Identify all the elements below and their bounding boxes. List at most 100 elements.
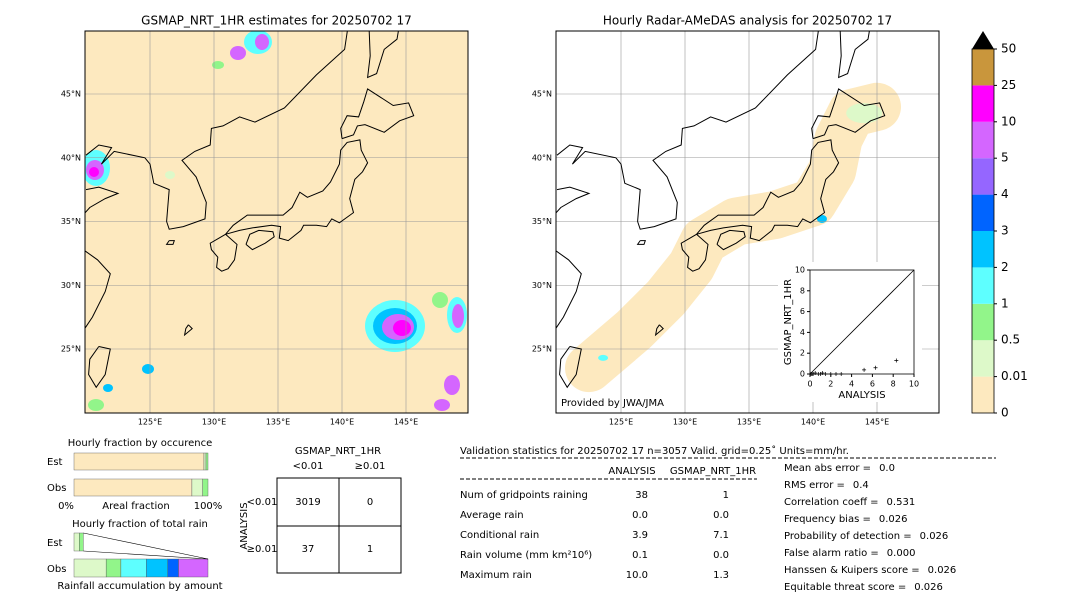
fraction-segment	[146, 558, 169, 578]
lat-label: 30°N	[532, 281, 552, 290]
y-tick-label: 10	[795, 266, 805, 275]
lon-label: 130°E	[202, 418, 226, 427]
row-label: Num of gridpoints raining	[460, 490, 588, 501]
rain-area	[88, 399, 104, 411]
rain-area	[89, 167, 99, 177]
column-header: <0.01	[293, 461, 324, 472]
colorbar-label: 0.01	[1001, 369, 1028, 383]
colorbar-label: 0.5	[1001, 333, 1020, 347]
fraction-segment	[203, 452, 207, 471]
fraction-segment	[205, 452, 209, 471]
rain-area	[598, 354, 609, 361]
fraction-segment	[191, 478, 203, 497]
coastline	[340, 88, 415, 140]
y-tick-label: 0	[800, 370, 805, 379]
gsmap-value: 0.0	[713, 510, 729, 521]
table-cell: 1	[367, 544, 373, 555]
rain-area	[816, 214, 827, 223]
fraction-segment	[73, 558, 107, 578]
stats-title: Validation statistics for 20250702 17 n=…	[460, 445, 849, 457]
y-tick-label: 4	[800, 328, 805, 337]
coastline	[85, 186, 120, 214]
map-content	[85, 31, 468, 413]
coastline	[209, 233, 238, 272]
fan-line	[83, 550, 209, 560]
lon-label: 125°E	[138, 418, 162, 427]
colorbar-segment	[972, 340, 994, 377]
x-tick-label: 2	[828, 380, 833, 389]
x-tick-label: 10	[909, 380, 919, 389]
lat-label: 35°N	[532, 217, 552, 226]
score-value: 0.531	[887, 497, 916, 508]
y-axis-label: GSMAP_NRT_1HR	[783, 279, 794, 365]
coastline	[165, 240, 175, 245]
lat-label: 45°N	[61, 90, 81, 99]
fraction-segment	[79, 532, 84, 552]
analysis-value: 38	[635, 490, 648, 501]
axis-right: 100%	[194, 501, 223, 512]
coastline	[556, 250, 582, 330]
score-label: Mean abs error =	[784, 463, 871, 474]
scatter-point	[894, 358, 899, 363]
coastline	[85, 250, 111, 330]
scatter-point	[862, 367, 867, 372]
row-label: Average rain	[460, 510, 524, 521]
map-background	[85, 31, 468, 413]
colorbar-label: 25	[1001, 78, 1016, 92]
lon-label: 140°E	[801, 418, 825, 427]
fraction-segment	[73, 452, 205, 471]
rain-area	[230, 46, 246, 60]
scatter-point	[823, 372, 828, 376]
coastline	[183, 324, 193, 337]
score-value: 0.026	[879, 514, 908, 525]
y-tick-label: 2	[800, 349, 805, 358]
colorbar-segment	[972, 303, 994, 341]
lat-label: 35°N	[61, 217, 81, 226]
analysis-value: 10.0	[626, 570, 648, 581]
row-title: ANALYSIS	[239, 502, 250, 549]
map-title: Hourly Radar-AMeDAS analysis for 2025070…	[603, 14, 892, 28]
rain-area	[846, 103, 883, 124]
rain-area	[393, 320, 411, 336]
coastline	[811, 88, 886, 140]
colorbar-segment	[972, 267, 994, 304]
colorbar-segment	[972, 231, 994, 268]
colorbar-label: 2	[1001, 260, 1009, 274]
scatter-point	[820, 370, 825, 375]
colorbar-extension	[972, 31, 994, 49]
row-header: ≥0.01	[247, 544, 278, 555]
score-label: Probability of detection =	[784, 531, 912, 542]
rain-area	[103, 384, 113, 392]
rain-area	[432, 292, 448, 308]
rain-area	[212, 61, 224, 69]
score-value: 0.000	[887, 548, 916, 559]
row-header: <0.01	[247, 497, 278, 508]
map-credit: Provided by JWA/JMA	[561, 398, 664, 409]
coastline	[696, 139, 840, 242]
score-value: 0.026	[914, 582, 943, 593]
coastline	[225, 139, 369, 242]
row-label: Conditional rain	[460, 530, 539, 541]
y-tick-label: 6	[800, 307, 805, 316]
score-value: 0.4	[853, 480, 869, 491]
fraction-segment	[105, 558, 122, 578]
row-label: Est	[47, 457, 63, 468]
scatter-point	[828, 372, 833, 376]
lat-label: 25°N	[532, 345, 552, 354]
colorbar-segment	[972, 121, 994, 159]
scatter-point	[818, 372, 823, 376]
scatter-background	[778, 262, 922, 402]
fraction-segment	[178, 558, 209, 578]
colorbar-segment	[972, 376, 994, 413]
row-label: Obs	[47, 483, 66, 494]
analysis-value: 3.9	[632, 530, 648, 541]
score-label: Correlation coeff =	[784, 497, 879, 508]
coastline	[636, 240, 646, 245]
lat-label: 30°N	[61, 281, 81, 290]
column-header: ANALYSIS	[608, 466, 655, 477]
row-label: Maximum rain	[460, 570, 532, 581]
score-label: Hanssen & Kuipers score =	[784, 565, 920, 576]
lon-label: 145°E	[865, 418, 889, 427]
coastline	[245, 229, 275, 251]
